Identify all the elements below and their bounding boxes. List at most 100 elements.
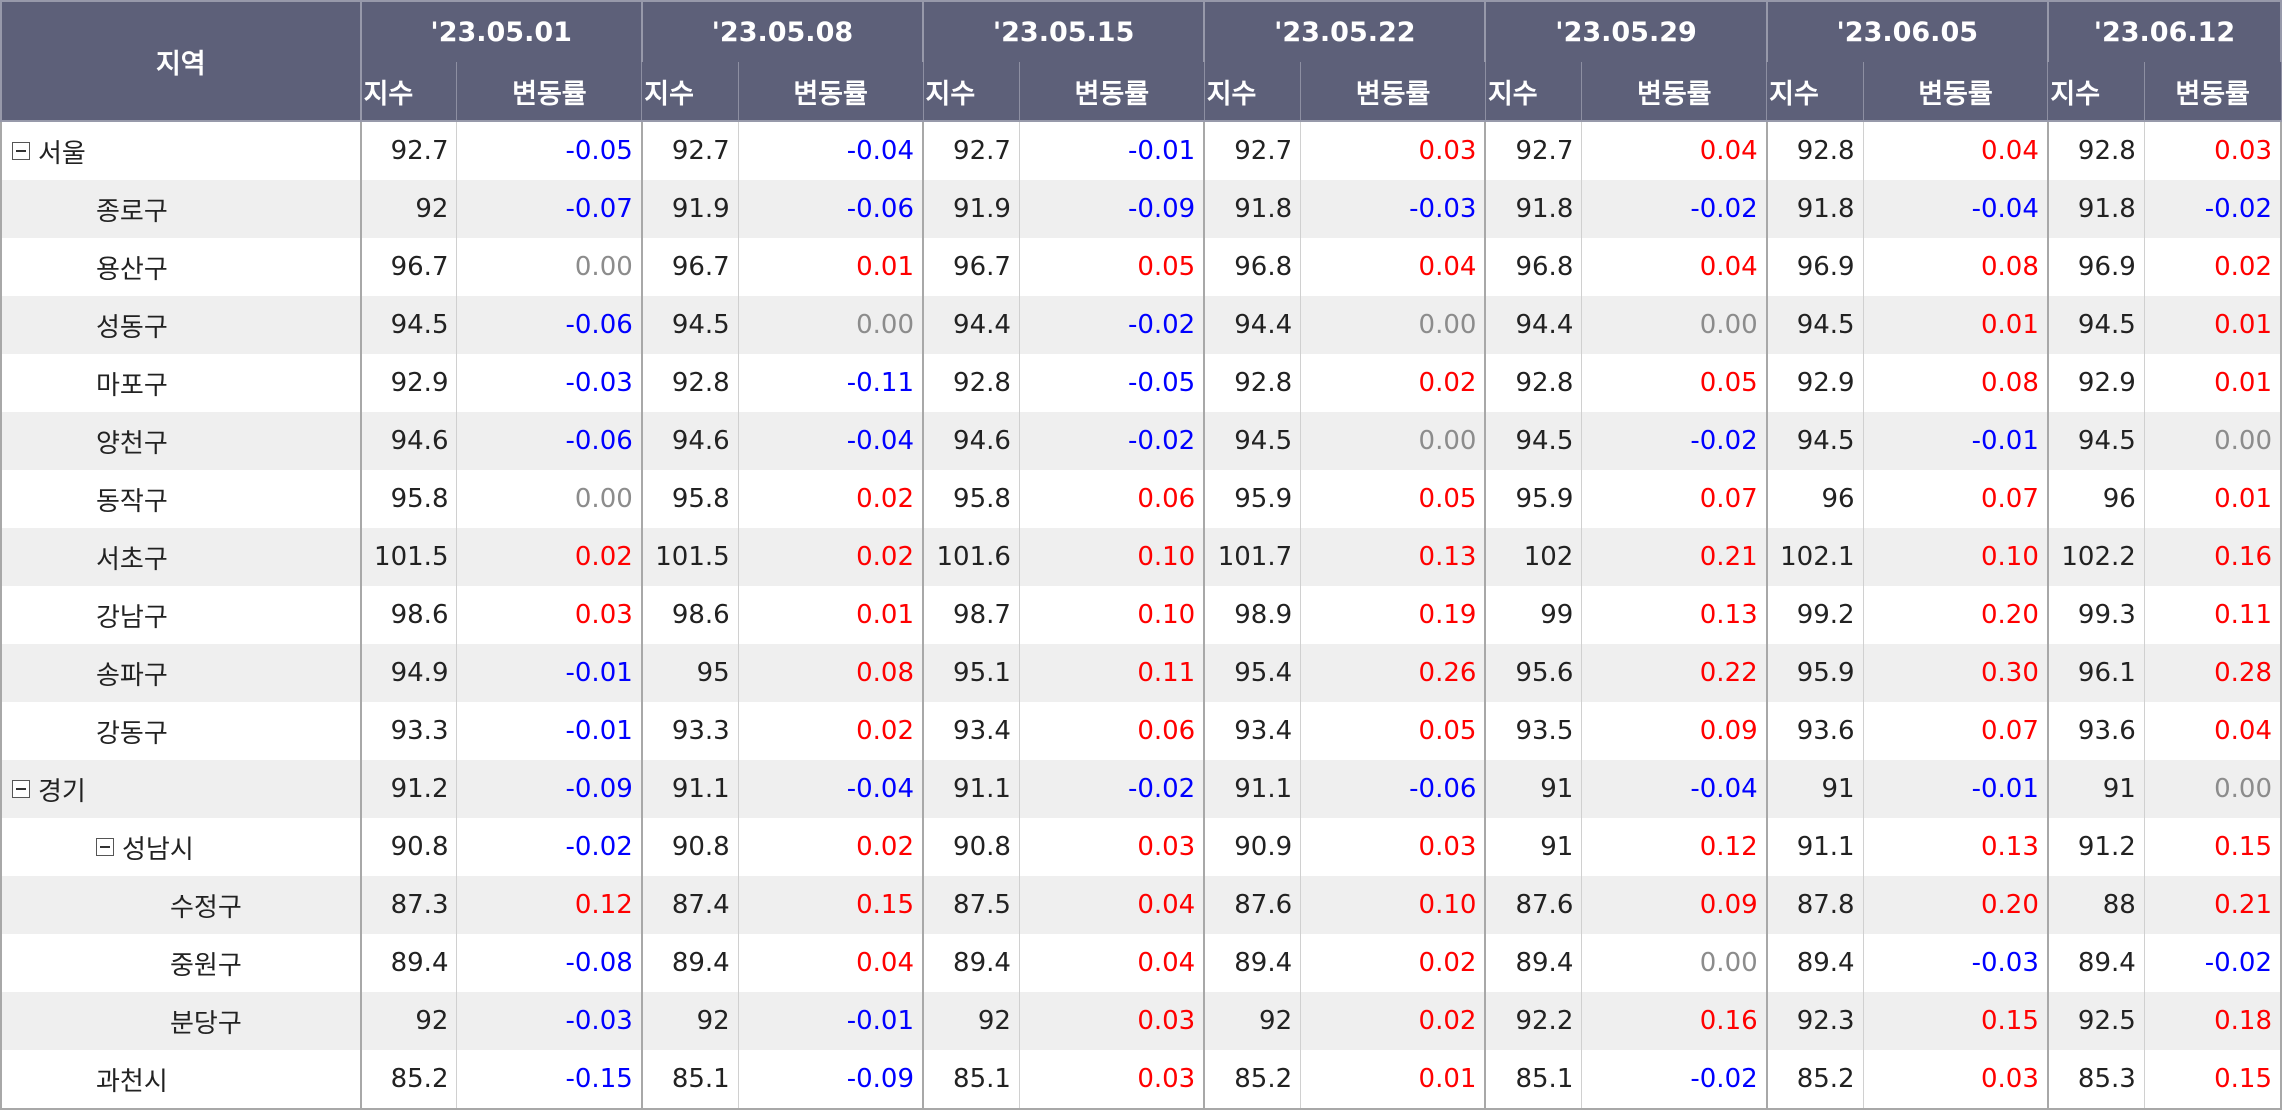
index-value-cell: 85.2: [360, 1050, 458, 1110]
change-rate-cell: 0.13: [1300, 528, 1487, 586]
table-row[interactable]: 강동구 93.3 -0.01 93.3 0.02 93.4 0.06 93.4 0.05 93.5…: [0, 702, 2282, 760]
region-cell: 성남시: [0, 818, 362, 876]
index-value-cell: 96.8: [1485, 238, 1583, 296]
index-value-cell: 85.2: [1204, 1050, 1302, 1110]
index-value-cell: 93.6: [1766, 702, 1864, 760]
collapse-minus-icon[interactable]: [12, 780, 30, 798]
index-value-cell: 101.5: [641, 528, 739, 586]
change-rate-cell: 0.00: [2144, 412, 2282, 470]
index-subheader[interactable]: 지수: [641, 62, 739, 122]
date-column-header[interactable]: '23.05.29: [1484, 0, 1768, 63]
date-column-header[interactable]: '23.05.01: [359, 0, 643, 63]
change-rate-cell: 0.09: [1581, 876, 1768, 934]
index-value-cell: 89.4: [1485, 934, 1583, 992]
change-rate-cell: -0.11: [738, 354, 924, 412]
change-rate-subheader[interactable]: 변동률: [2144, 62, 2282, 122]
table-row[interactable]: 마포구 92.9 -0.03 92.8 -0.11 92.8 -0.05 92.8 0.02 92…: [0, 354, 2282, 412]
change-rate-cell: -0.02: [2144, 934, 2282, 992]
change-rate-subheader[interactable]: 변동률: [1581, 62, 1768, 122]
region-label: 성남시: [122, 834, 194, 865]
change-rate-cell: 0.04: [1300, 238, 1487, 296]
change-rate-cell: 0.12: [456, 876, 643, 934]
table-row[interactable]: 동작구 95.8 0.00 95.8 0.02 95.8 0.06 95.9 0.05 95.9 0…: [0, 470, 2282, 528]
collapse-minus-icon[interactable]: [96, 838, 114, 856]
index-subheader[interactable]: 지수: [1485, 62, 1583, 122]
index-value-cell: 92.8: [1485, 354, 1583, 412]
change-rate-cell: 0.01: [1863, 296, 2049, 354]
index-value-cell: 98.6: [360, 586, 458, 644]
index-value-cell: 94.5: [1766, 412, 1864, 470]
change-rate-cell: 0.01: [2144, 296, 2282, 354]
table-row[interactable]: 용산구 96.7 0.00 96.7 0.01 96.7 0.05 96.8 0.04 96.8 0…: [0, 238, 2282, 296]
change-rate-cell: -0.05: [456, 121, 643, 180]
change-rate-cell: 0.02: [456, 528, 643, 586]
collapse-minus-icon[interactable]: [12, 142, 30, 160]
index-subheader[interactable]: 지수: [1766, 62, 1864, 122]
index-value-cell: 94.5: [1485, 412, 1583, 470]
change-rate-cell: 0.06: [1019, 470, 1206, 528]
date-column-header[interactable]: '23.06.05: [1765, 0, 2049, 63]
region-label: 서초구: [96, 544, 168, 575]
index-value-cell: 91.1: [641, 760, 739, 818]
change-rate-cell: -0.03: [1863, 934, 2049, 992]
change-rate-subheader[interactable]: 변동률: [1863, 62, 2049, 122]
change-rate-cell: 0.02: [738, 818, 924, 876]
table-row[interactable]: 분당구 92 -0.03 92 -0.01 92 0.03 92 0.02 92.2 0.16 92.…: [0, 992, 2282, 1050]
index-value-cell: 94.4: [1485, 296, 1583, 354]
table-row[interactable]: 종로구 92 -0.07 91.9 -0.06 91.9 -0.09 91.8 -0.03 91.…: [0, 180, 2282, 238]
change-rate-cell: -0.09: [456, 760, 643, 818]
region-column-header[interactable]: 지역: [0, 0, 362, 122]
index-subheader[interactable]: 지수: [360, 62, 458, 122]
change-rate-subheader[interactable]: 변동률: [1019, 62, 1205, 122]
change-rate-cell: 0.00: [1300, 296, 1487, 354]
date-column-header[interactable]: '23.05.15: [921, 0, 1206, 63]
date-column-header[interactable]: '23.05.08: [640, 0, 925, 63]
table-row[interactable]: 성남시 90.8 -0.02 90.8 0.02 90.8 0.03 90.9 0.03 91 0.…: [0, 818, 2282, 876]
table-row[interactable]: 경기 91.2 -0.09 91.1 -0.04 91.1 -0.02 91.1 -0.06 91…: [0, 760, 2282, 818]
index-value-cell: 101.7: [1204, 528, 1302, 586]
change-rate-cell: 0.16: [2144, 528, 2282, 586]
index-value-cell: 92.8: [923, 354, 1020, 412]
index-value-cell: 91.1: [923, 760, 1020, 818]
change-rate-cell: 0.05: [1581, 354, 1768, 412]
change-rate-cell: 0.20: [1863, 586, 2049, 644]
index-subheader[interactable]: 지수: [1204, 62, 1302, 122]
change-rate-subheader[interactable]: 변동률: [456, 62, 643, 122]
change-rate-subheader[interactable]: 변동률: [1300, 62, 1486, 122]
region-cell: 서울: [0, 121, 362, 180]
change-rate-subheader[interactable]: 변동률: [738, 62, 924, 122]
index-value-cell: 91.8: [1485, 180, 1583, 238]
index-value-cell: 91.2: [2047, 818, 2145, 876]
table-row[interactable]: 강남구 98.6 0.03 98.6 0.01 98.7 0.10 98.9 0.19 99 0.1…: [0, 586, 2282, 644]
date-column-header[interactable]: '23.06.12: [2046, 0, 2283, 63]
index-value-cell: 89.4: [360, 934, 458, 992]
table-row[interactable]: 서울 92.7 -0.05 92.7 -0.04 92.7 -0.01 92.7 0.03 92.…: [0, 121, 2282, 180]
table-row[interactable]: 수정구 87.3 0.12 87.4 0.15 87.5 0.04 87.6 0.10 87.6 0…: [0, 876, 2282, 934]
index-subheader[interactable]: 지수: [923, 62, 1020, 122]
change-rate-cell: 0.05: [1300, 702, 1487, 760]
index-value-cell: 96.9: [2047, 238, 2145, 296]
index-value-cell: 96.7: [360, 238, 458, 296]
change-rate-cell: -0.01: [456, 644, 643, 702]
table-header: 지역 '23.05.01'23.05.08'23.05.15'23.05.22 '…: [0, 0, 2283, 122]
table-row[interactable]: 송파구 94.9 -0.01 95 0.08 95.1 0.11 95.4 0.26 95.6 0.…: [0, 644, 2282, 702]
index-value-cell: 95.9: [1485, 470, 1583, 528]
change-rate-cell: -0.02: [1019, 760, 1206, 818]
index-value-cell: 94.5: [641, 296, 739, 354]
change-rate-cell: 0.02: [738, 528, 924, 586]
table-row[interactable]: 서초구 101.5 0.02 101.5 0.02 101.6 0.10 101.7 0.13 1…: [0, 528, 2282, 586]
index-subheader[interactable]: 지수: [2047, 62, 2145, 122]
date-column-header[interactable]: '23.05.22: [1203, 0, 1487, 63]
index-value-cell: 91.8: [2047, 180, 2145, 238]
index-value-cell: 89.4: [641, 934, 739, 992]
table-row[interactable]: 중원구 89.4 -0.08 89.4 0.04 89.4 0.04 89.4 0.02 89.4…: [0, 934, 2282, 992]
change-rate-cell: 0.03: [2144, 121, 2282, 180]
index-value-cell: 89.4: [2047, 934, 2145, 992]
region-cell: 마포구: [0, 354, 362, 412]
index-value-cell: 90.8: [923, 818, 1020, 876]
region-label: 중원구: [170, 950, 242, 981]
index-value-cell: 94.9: [360, 644, 458, 702]
table-row[interactable]: 양천구 94.6 -0.06 94.6 -0.04 94.6 -0.02 94.5 0.00 94…: [0, 412, 2282, 470]
table-row[interactable]: 성동구 94.5 -0.06 94.5 0.00 94.4 -0.02 94.4 0.00 94.…: [0, 296, 2282, 354]
table-row[interactable]: 과천시 85.2 -0.15 85.1 -0.09 85.1 0.03 85.2 0.01 85.…: [0, 1050, 2282, 1110]
